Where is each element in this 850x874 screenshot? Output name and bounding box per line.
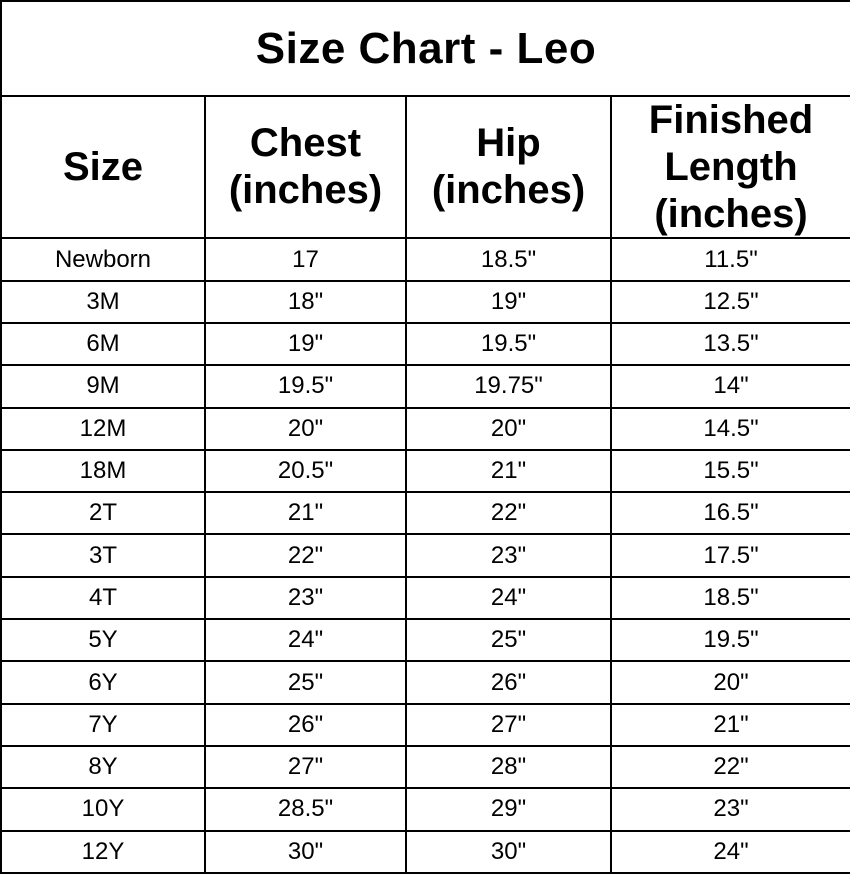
table-row: 7Y 26" 27" 21" [0, 702, 850, 747]
hip-cell: 23" [405, 533, 612, 578]
size-cell: 12Y [0, 829, 206, 874]
hip-cell: 26" [405, 660, 612, 705]
length-cell: 11.5" [610, 237, 850, 282]
length-cell: 19.5" [610, 618, 850, 663]
table-row: 18M 20.5" 21" 15.5" [0, 448, 850, 494]
size-cell: 6Y [0, 660, 206, 705]
length-cell: 12.5" [610, 279, 850, 324]
hip-cell: 19" [405, 279, 612, 324]
column-header-finished-length: Finished Length (inches) [610, 94, 850, 240]
table-row: 3M 18" 19" 12.5" [0, 279, 850, 324]
chest-cell: 19.5" [204, 364, 407, 409]
size-cell: 4T [0, 575, 206, 621]
size-cell: 10Y [0, 787, 206, 832]
length-cell: 23" [610, 787, 850, 832]
column-header-size: Size [0, 94, 206, 240]
column-header-chest: Chest (inches) [204, 94, 407, 240]
size-cell: 9M [0, 364, 206, 409]
size-cell: 8Y [0, 744, 206, 790]
length-cell: 22" [610, 744, 850, 790]
hip-cell: 19.75" [405, 364, 612, 409]
table-row: 4T 23" 24" 18.5" [0, 575, 850, 621]
length-cell: 14" [610, 364, 850, 409]
chest-cell: 21" [204, 491, 407, 536]
size-cell: 7Y [0, 702, 206, 747]
hip-cell: 27" [405, 702, 612, 747]
table-row: 12M 20" 20" 14.5" [0, 406, 850, 451]
length-cell: 18.5" [610, 575, 850, 621]
chest-cell: 23" [204, 575, 407, 621]
chest-cell: 25" [204, 660, 407, 705]
table-row: 5Y 24" 25" 19.5" [0, 618, 850, 663]
size-cell: Newborn [0, 237, 206, 282]
size-cell: 6M [0, 321, 206, 367]
table-row: 8Y 27" 28" 22" [0, 744, 850, 790]
size-cell: 18M [0, 448, 206, 494]
chest-cell: 19" [204, 321, 407, 367]
table-row: 2T 21" 22" 16.5" [0, 491, 850, 536]
table-row: 12Y 30" 30" 24" [0, 829, 850, 874]
hip-cell: 22" [405, 491, 612, 536]
size-cell: 5Y [0, 618, 206, 663]
hip-cell: 19.5" [405, 321, 612, 367]
size-cell: 3T [0, 533, 206, 578]
column-header-hip: Hip (inches) [405, 94, 612, 240]
length-cell: 14.5" [610, 406, 850, 451]
table-row: 9M 19.5" 19.75" 14" [0, 364, 850, 409]
size-cell: 3M [0, 279, 206, 324]
table-row: 6Y 25" 26" 20" [0, 660, 850, 705]
table-row: 10Y 28.5" 29" 23" [0, 787, 850, 832]
chest-cell: 26" [204, 702, 407, 747]
chest-cell: 24" [204, 618, 407, 663]
table-row: 3T 22" 23" 17.5" [0, 533, 850, 578]
length-cell: 21" [610, 702, 850, 747]
length-cell: 13.5" [610, 321, 850, 367]
chest-cell: 28.5" [204, 787, 407, 832]
table-body: Newborn 17 18.5" 11.5" 3M 18" 19" 12.5" 6M 19" 19.… [0, 237, 850, 874]
chest-cell: 22" [204, 533, 407, 578]
chest-cell: 20.5" [204, 448, 407, 494]
table-row: Newborn 17 18.5" 11.5" [0, 237, 850, 282]
size-cell: 12M [0, 406, 206, 451]
length-cell: 15.5" [610, 448, 850, 494]
hip-cell: 28" [405, 744, 612, 790]
chest-cell: 30" [204, 829, 407, 874]
title-row: Size Chart - Leo [0, 0, 850, 97]
chart-title: Size Chart - Leo [0, 0, 850, 97]
hip-cell: 21" [405, 448, 612, 494]
chest-cell: 17 [204, 237, 407, 282]
length-cell: 24" [610, 829, 850, 874]
hip-cell: 18.5" [405, 237, 612, 282]
table-row: 6M 19" 19.5" 13.5" [0, 321, 850, 367]
length-cell: 20" [610, 660, 850, 705]
size-cell: 2T [0, 491, 206, 536]
hip-cell: 30" [405, 829, 612, 874]
hip-cell: 29" [405, 787, 612, 832]
hip-cell: 20" [405, 406, 612, 451]
hip-cell: 24" [405, 575, 612, 621]
length-cell: 17.5" [610, 533, 850, 578]
chest-cell: 27" [204, 744, 407, 790]
chest-cell: 20" [204, 406, 407, 451]
hip-cell: 25" [405, 618, 612, 663]
chest-cell: 18" [204, 279, 407, 324]
length-cell: 16.5" [610, 491, 850, 536]
header-row: Size Chest (inches) Hip (inches) Finishe… [0, 94, 850, 240]
